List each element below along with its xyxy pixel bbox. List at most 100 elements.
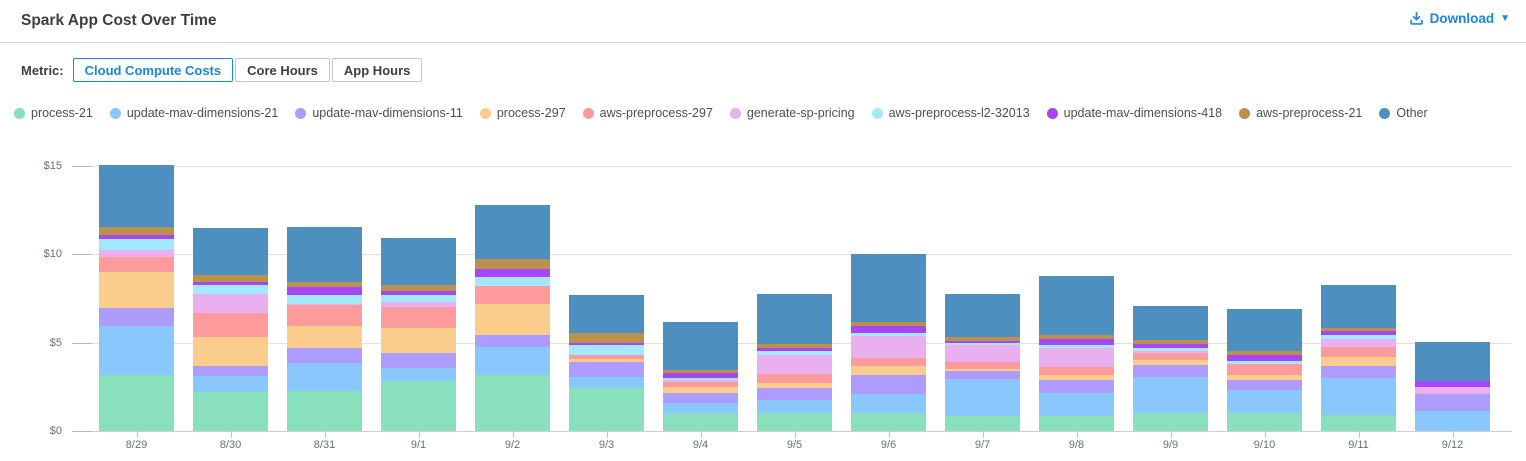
- bar-segment-aws-preprocess-21[interactable]: [1227, 350, 1302, 355]
- bar-segment-update-mav-dimensions-418[interactable]: [287, 286, 362, 295]
- bar-segment-generate-sp-pricing[interactable]: [851, 336, 926, 359]
- bar-segment-aws-preprocess-297[interactable]: [1133, 353, 1208, 361]
- bar-segment-update-mav-dimensions-21[interactable]: [851, 393, 926, 414]
- bar-segment-process-297[interactable]: [945, 369, 1020, 371]
- bar-segment-update-mav-dimensions-11[interactable]: [287, 347, 362, 363]
- legend-item-aws-preprocess-297[interactable]: aws-preprocess-297: [582, 106, 713, 120]
- bar-segment-update-mav-dimensions-418[interactable]: [851, 325, 926, 333]
- bar-8-29[interactable]: [99, 165, 174, 431]
- bar-segment-update-mav-dimensions-418[interactable]: [99, 234, 174, 239]
- bar-segment-update-mav-dimensions-418[interactable]: [945, 340, 1020, 344]
- metric-button-cloud-compute-costs[interactable]: Cloud Compute Costs: [72, 58, 234, 82]
- bar-segment-aws-preprocess-l2-32013[interactable]: [1227, 361, 1302, 364]
- bar-segment-aws-preprocess-21[interactable]: [193, 274, 268, 282]
- bar-segment-aws-preprocess-l2-32013[interactable]: [569, 345, 644, 356]
- bar-segment-process-21[interactable]: [945, 416, 1020, 431]
- bar-9-8[interactable]: [1039, 276, 1114, 431]
- bar-segment-aws-preprocess-297[interactable]: [475, 285, 550, 305]
- bar-segment-other[interactable]: [569, 294, 644, 333]
- bar-segment-process-21[interactable]: [475, 375, 550, 431]
- metric-button-app-hours[interactable]: App Hours: [331, 58, 423, 82]
- bar-segment-update-mav-dimensions-11[interactable]: [475, 334, 550, 347]
- bar-segment-update-mav-dimensions-21[interactable]: [1133, 377, 1208, 414]
- bar-segment-aws-preprocess-l2-32013[interactable]: [945, 343, 1020, 346]
- bar-segment-update-mav-dimensions-21[interactable]: [99, 325, 174, 376]
- bar-segment-other[interactable]: [757, 293, 832, 345]
- bar-segment-process-297[interactable]: [1133, 360, 1208, 365]
- bar-segment-update-mav-dimensions-11[interactable]: [381, 353, 456, 369]
- bar-9-2[interactable]: [475, 205, 550, 431]
- bar-segment-update-mav-dimensions-418[interactable]: [193, 281, 268, 286]
- bar-segment-generate-sp-pricing[interactable]: [287, 303, 362, 306]
- bar-segment-process-21[interactable]: [1227, 413, 1302, 431]
- bar-segment-aws-preprocess-297[interactable]: [851, 358, 926, 367]
- download-button[interactable]: Download ▼: [1409, 11, 1510, 26]
- bar-segment-process-297[interactable]: [851, 366, 926, 376]
- bar-segment-other[interactable]: [287, 226, 362, 282]
- bar-segment-update-mav-dimensions-418[interactable]: [663, 372, 738, 378]
- bar-9-3[interactable]: [569, 294, 644, 431]
- bar-segment-generate-sp-pricing[interactable]: [1133, 351, 1208, 354]
- bar-segment-aws-preprocess-297[interactable]: [1321, 347, 1396, 357]
- bar-segment-aws-preprocess-21[interactable]: [1133, 339, 1208, 345]
- legend-item-other[interactable]: Other: [1379, 106, 1428, 120]
- bar-segment-generate-sp-pricing[interactable]: [945, 345, 1020, 362]
- bar-9-7[interactable]: [945, 293, 1020, 431]
- bar-segment-other[interactable]: [1133, 306, 1208, 340]
- bar-segment-process-297[interactable]: [381, 327, 456, 354]
- bar-segment-other[interactable]: [475, 205, 550, 260]
- bar-segment-process-297[interactable]: [1039, 375, 1114, 380]
- bar-segment-process-297[interactable]: [757, 383, 832, 388]
- legend-item-aws-preprocess-l2-32013[interactable]: aws-preprocess-l2-32013: [871, 106, 1030, 120]
- bar-segment-aws-preprocess-21[interactable]: [569, 332, 644, 343]
- bar-segment-process-21[interactable]: [381, 380, 456, 431]
- bar-segment-update-mav-dimensions-11[interactable]: [1415, 393, 1490, 411]
- bar-segment-process-21[interactable]: [851, 413, 926, 431]
- bar-segment-update-mav-dimensions-418[interactable]: [1415, 380, 1490, 387]
- bar-segment-update-mav-dimensions-418[interactable]: [757, 347, 832, 351]
- bar-segment-generate-sp-pricing[interactable]: [757, 354, 832, 374]
- bar-segment-other[interactable]: [945, 293, 1020, 338]
- bar-segment-aws-preprocess-l2-32013[interactable]: [1321, 334, 1396, 340]
- bar-segment-aws-preprocess-297[interactable]: [381, 307, 456, 328]
- bar-segment-generate-sp-pricing[interactable]: [1321, 339, 1396, 348]
- bar-segment-update-mav-dimensions-21[interactable]: [569, 377, 644, 388]
- bar-segment-other[interactable]: [851, 254, 926, 323]
- bar-segment-update-mav-dimensions-418[interactable]: [1133, 344, 1208, 348]
- bar-segment-process-21[interactable]: [1133, 413, 1208, 431]
- bar-segment-process-21[interactable]: [757, 413, 832, 431]
- bar-segment-update-mav-dimensions-11[interactable]: [945, 370, 1020, 379]
- bar-9-5[interactable]: [757, 293, 832, 431]
- bar-segment-aws-preprocess-21[interactable]: [99, 226, 174, 235]
- bar-segment-generate-sp-pricing[interactable]: [99, 249, 174, 257]
- bar-segment-update-mav-dimensions-11[interactable]: [1227, 379, 1302, 391]
- bar-segment-update-mav-dimensions-11[interactable]: [663, 393, 738, 403]
- bar-segment-process-297[interactable]: [193, 337, 268, 366]
- bar-segment-aws-preprocess-21[interactable]: [475, 259, 550, 270]
- bar-9-4[interactable]: [663, 322, 738, 431]
- bar-segment-other[interactable]: [381, 238, 456, 286]
- bar-9-1[interactable]: [381, 238, 456, 431]
- bar-segment-update-mav-dimensions-21[interactable]: [663, 402, 738, 414]
- bar-segment-aws-preprocess-297[interactable]: [193, 312, 268, 338]
- metric-button-core-hours[interactable]: Core Hours: [235, 58, 330, 82]
- bar-8-30[interactable]: [193, 227, 268, 431]
- bar-segment-generate-sp-pricing[interactable]: [381, 301, 456, 308]
- bar-segment-other[interactable]: [99, 165, 174, 227]
- bar-segment-update-mav-dimensions-418[interactable]: [1321, 331, 1396, 335]
- bar-segment-aws-preprocess-297[interactable]: [1227, 363, 1302, 376]
- bar-segment-aws-preprocess-297[interactable]: [757, 373, 832, 384]
- bar-segment-update-mav-dimensions-11[interactable]: [1321, 365, 1396, 378]
- bar-segment-update-mav-dimensions-21[interactable]: [757, 400, 832, 414]
- bar-segment-update-mav-dimensions-21[interactable]: [193, 376, 268, 393]
- bar-segment-aws-preprocess-21[interactable]: [663, 369, 738, 373]
- bar-segment-process-297[interactable]: [99, 271, 174, 308]
- bar-segment-update-mav-dimensions-21[interactable]: [945, 378, 1020, 416]
- bar-segment-process-297[interactable]: [569, 358, 644, 363]
- bar-segment-process-297[interactable]: [475, 304, 550, 335]
- bar-segment-update-mav-dimensions-21[interactable]: [1039, 393, 1114, 416]
- bar-segment-aws-preprocess-297[interactable]: [99, 256, 174, 272]
- bar-segment-aws-preprocess-l2-32013[interactable]: [757, 350, 832, 355]
- bar-segment-other[interactable]: [1227, 308, 1302, 351]
- bar-9-6[interactable]: [851, 254, 926, 431]
